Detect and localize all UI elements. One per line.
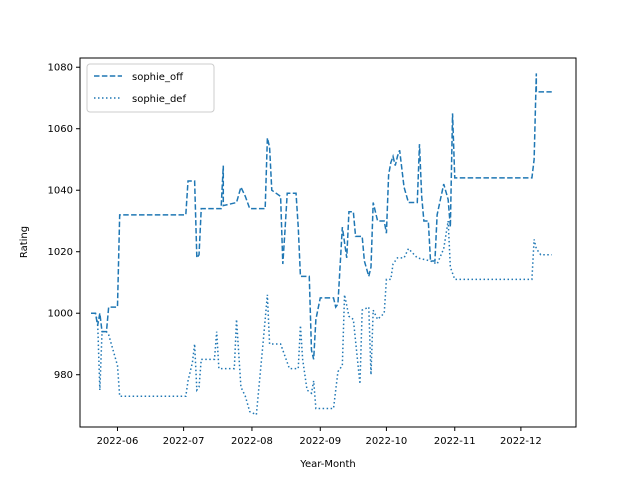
- legend-label-sophie-off: sophie_off: [132, 72, 184, 83]
- x-tick-label: 2022-06: [97, 436, 139, 447]
- y-tick-label: 1040: [48, 186, 73, 197]
- x-tick-label: 2022-12: [500, 436, 542, 447]
- x-tick-label: 2022-10: [366, 436, 408, 447]
- x-tick-label: 2022-08: [231, 436, 273, 447]
- x-tick-label: 2022-07: [163, 436, 205, 447]
- y-tick-label: 1020: [48, 247, 73, 258]
- series-lines: [91, 73, 552, 416]
- plot-area-frame: [79, 57, 577, 428]
- y-tick-label: 980: [54, 370, 73, 381]
- y-tick-label: 1080: [48, 63, 73, 74]
- x-axis: 2022-06 2022-07 2022-08 2022-09 2022-10 2022-…: [97, 427, 542, 447]
- y-tick-label: 1060: [48, 124, 73, 135]
- series-line-sophie-off: [91, 73, 552, 360]
- legend: sophie_off sophie_def: [86, 63, 215, 113]
- y-axis: 980 1000 1020 1040 1060 1080: [48, 63, 80, 381]
- y-tick-label: 1000: [48, 309, 73, 320]
- legend-label-sophie-def: sophie_def: [132, 94, 186, 105]
- y-axis-title: Rating: [19, 226, 30, 258]
- x-tick-label: 2022-09: [299, 436, 341, 447]
- series-line-sophie-def: [91, 220, 552, 416]
- x-tick-label: 2022-11: [434, 436, 476, 447]
- x-axis-title: Year-Month: [299, 459, 355, 470]
